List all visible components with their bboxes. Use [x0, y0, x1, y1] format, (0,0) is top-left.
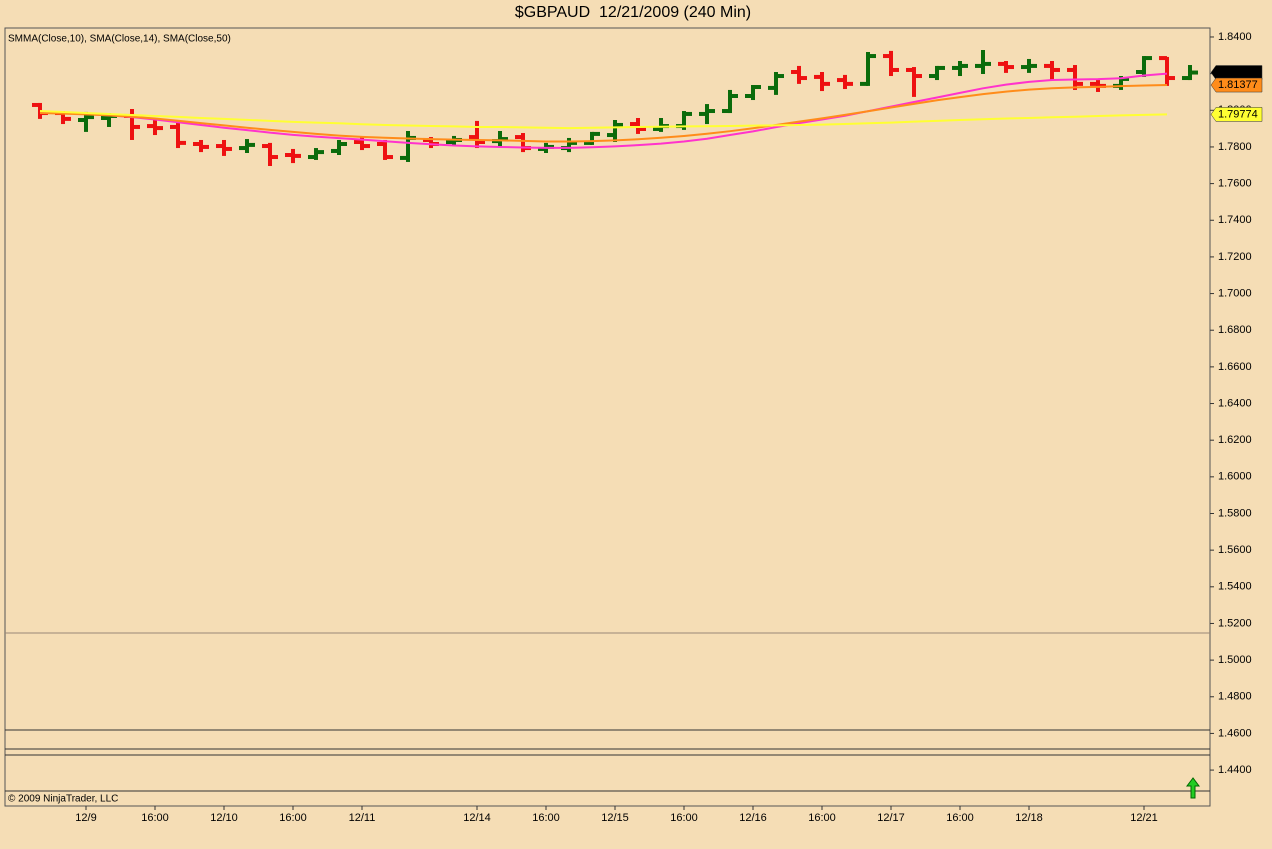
y-tick-label: 1.4400 — [1218, 764, 1252, 776]
y-tick-label: 1.4600 — [1218, 727, 1252, 739]
price-tag-label: 1.81377 — [1218, 79, 1258, 91]
x-tick-label: 12/18 — [1015, 812, 1043, 824]
plot-frame — [4, 27, 1211, 807]
y-tick-label: 1.5600 — [1218, 544, 1252, 556]
y-tick-label: 1.6800 — [1218, 324, 1252, 336]
x-tick-label: 12/14 — [463, 812, 491, 824]
y-tick-label: 1.7200 — [1218, 251, 1252, 263]
y-tick-label: 1.6200 — [1218, 434, 1252, 446]
y-tick-label: 1.5400 — [1218, 581, 1252, 593]
x-tick-label: 16:00 — [670, 812, 698, 824]
x-tick-label: 16:00 — [141, 812, 169, 824]
y-tick-label: 1.5800 — [1218, 507, 1252, 519]
x-tick-label: 12/17 — [877, 812, 905, 824]
moving-average-line — [39, 72, 1168, 149]
x-tick-label: 12/9 — [75, 812, 96, 824]
x-tick-label: 12/21 — [1130, 812, 1158, 824]
x-tick-label: 16:00 — [808, 812, 836, 824]
indicator-legend: SMMA(Close,10), SMA(Close,14), SMA(Close… — [8, 34, 231, 45]
moving-average-line — [39, 110, 1168, 130]
price-tag-label: 1.8206 — [1218, 66, 1252, 78]
y-tick-label: 1.7800 — [1218, 141, 1252, 153]
chart-title: $GBPAUD 12/21/2009 (240 Min) — [515, 4, 751, 21]
y-tick-label: 1.8400 — [1218, 31, 1252, 43]
y-tick-label: 1.5200 — [1218, 617, 1252, 629]
y-tick-label: 1.4800 — [1218, 691, 1252, 703]
up-arrow-icon — [1186, 777, 1200, 799]
x-tick-label: 12/15 — [601, 812, 629, 824]
y-tick-label: 1.5000 — [1218, 654, 1252, 666]
y-tick-label: 1.6000 — [1218, 471, 1252, 483]
x-tick-label: 12/16 — [739, 812, 767, 824]
y-tick-label: 1.7000 — [1218, 287, 1252, 299]
price-tag — [1210, 65, 1263, 80]
x-tick-label: 12/10 — [210, 812, 238, 824]
y-tick-label: 1.7400 — [1218, 214, 1252, 226]
y-tick-label: 1.6600 — [1218, 361, 1252, 373]
price-tag — [1210, 77, 1263, 93]
copyright: © 2009 NinjaTrader, LLC — [8, 794, 118, 805]
moving-average-line — [39, 84, 1168, 143]
x-tick-label: 16:00 — [532, 812, 560, 824]
x-tick-label: 16:00 — [279, 812, 307, 824]
y-tick-label: 1.7600 — [1218, 178, 1252, 190]
x-tick-label: 12/11 — [349, 812, 376, 824]
y-tick-label: 1.6400 — [1218, 397, 1252, 409]
price-tag — [1210, 107, 1263, 122]
x-tick-label: 16:00 — [946, 812, 974, 824]
price-tag-label: 1.79774 — [1218, 108, 1258, 120]
